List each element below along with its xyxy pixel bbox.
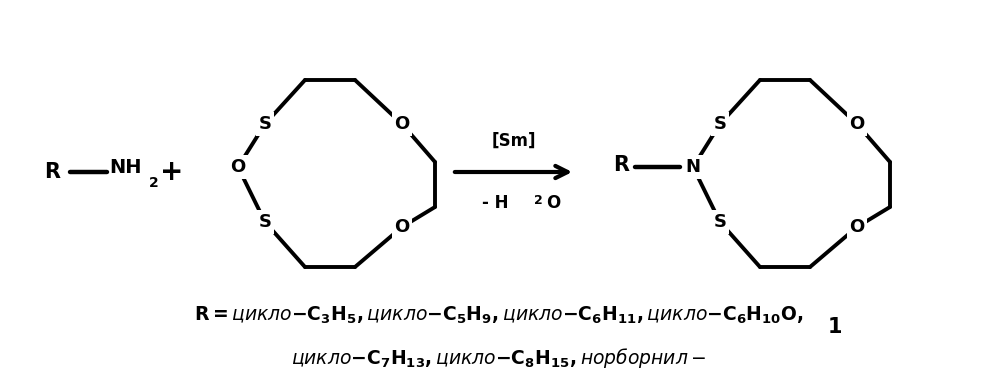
Text: R: R [613, 155, 629, 175]
Text: O: O [547, 194, 561, 212]
Text: $\mathbf{R = }$$\mathit{цикло}$$\mathbf{-C_3H_5, }$$\mathit{цикло}$$\mathbf{-C_5: $\mathbf{R = }$$\mathit{цикло}$$\mathbf{… [195, 304, 803, 326]
Text: - H: - H [482, 194, 509, 212]
Text: +: + [161, 158, 184, 186]
Text: S: S [714, 115, 727, 133]
Text: O: O [394, 218, 409, 236]
Text: N: N [686, 158, 701, 176]
Text: $\mathit{цикло}$$\mathbf{-C_7H_{13}, }$$\mathit{цикло}$$\mathbf{-C_8H_{15}, }$$\: $\mathit{цикло}$$\mathbf{-C_7H_{13}, }$$… [291, 346, 707, 370]
Text: 1: 1 [827, 317, 842, 337]
Text: 2: 2 [535, 194, 543, 207]
Text: O: O [849, 218, 864, 236]
Text: S: S [258, 213, 271, 231]
Text: 2: 2 [149, 176, 159, 190]
Text: O: O [231, 158, 246, 176]
Text: S: S [258, 115, 271, 133]
Text: [Sm]: [Sm] [491, 132, 536, 150]
Text: O: O [849, 115, 864, 133]
Text: NH: NH [109, 158, 142, 177]
Text: S: S [714, 213, 727, 231]
Text: O: O [394, 115, 409, 133]
Text: R: R [44, 162, 60, 182]
